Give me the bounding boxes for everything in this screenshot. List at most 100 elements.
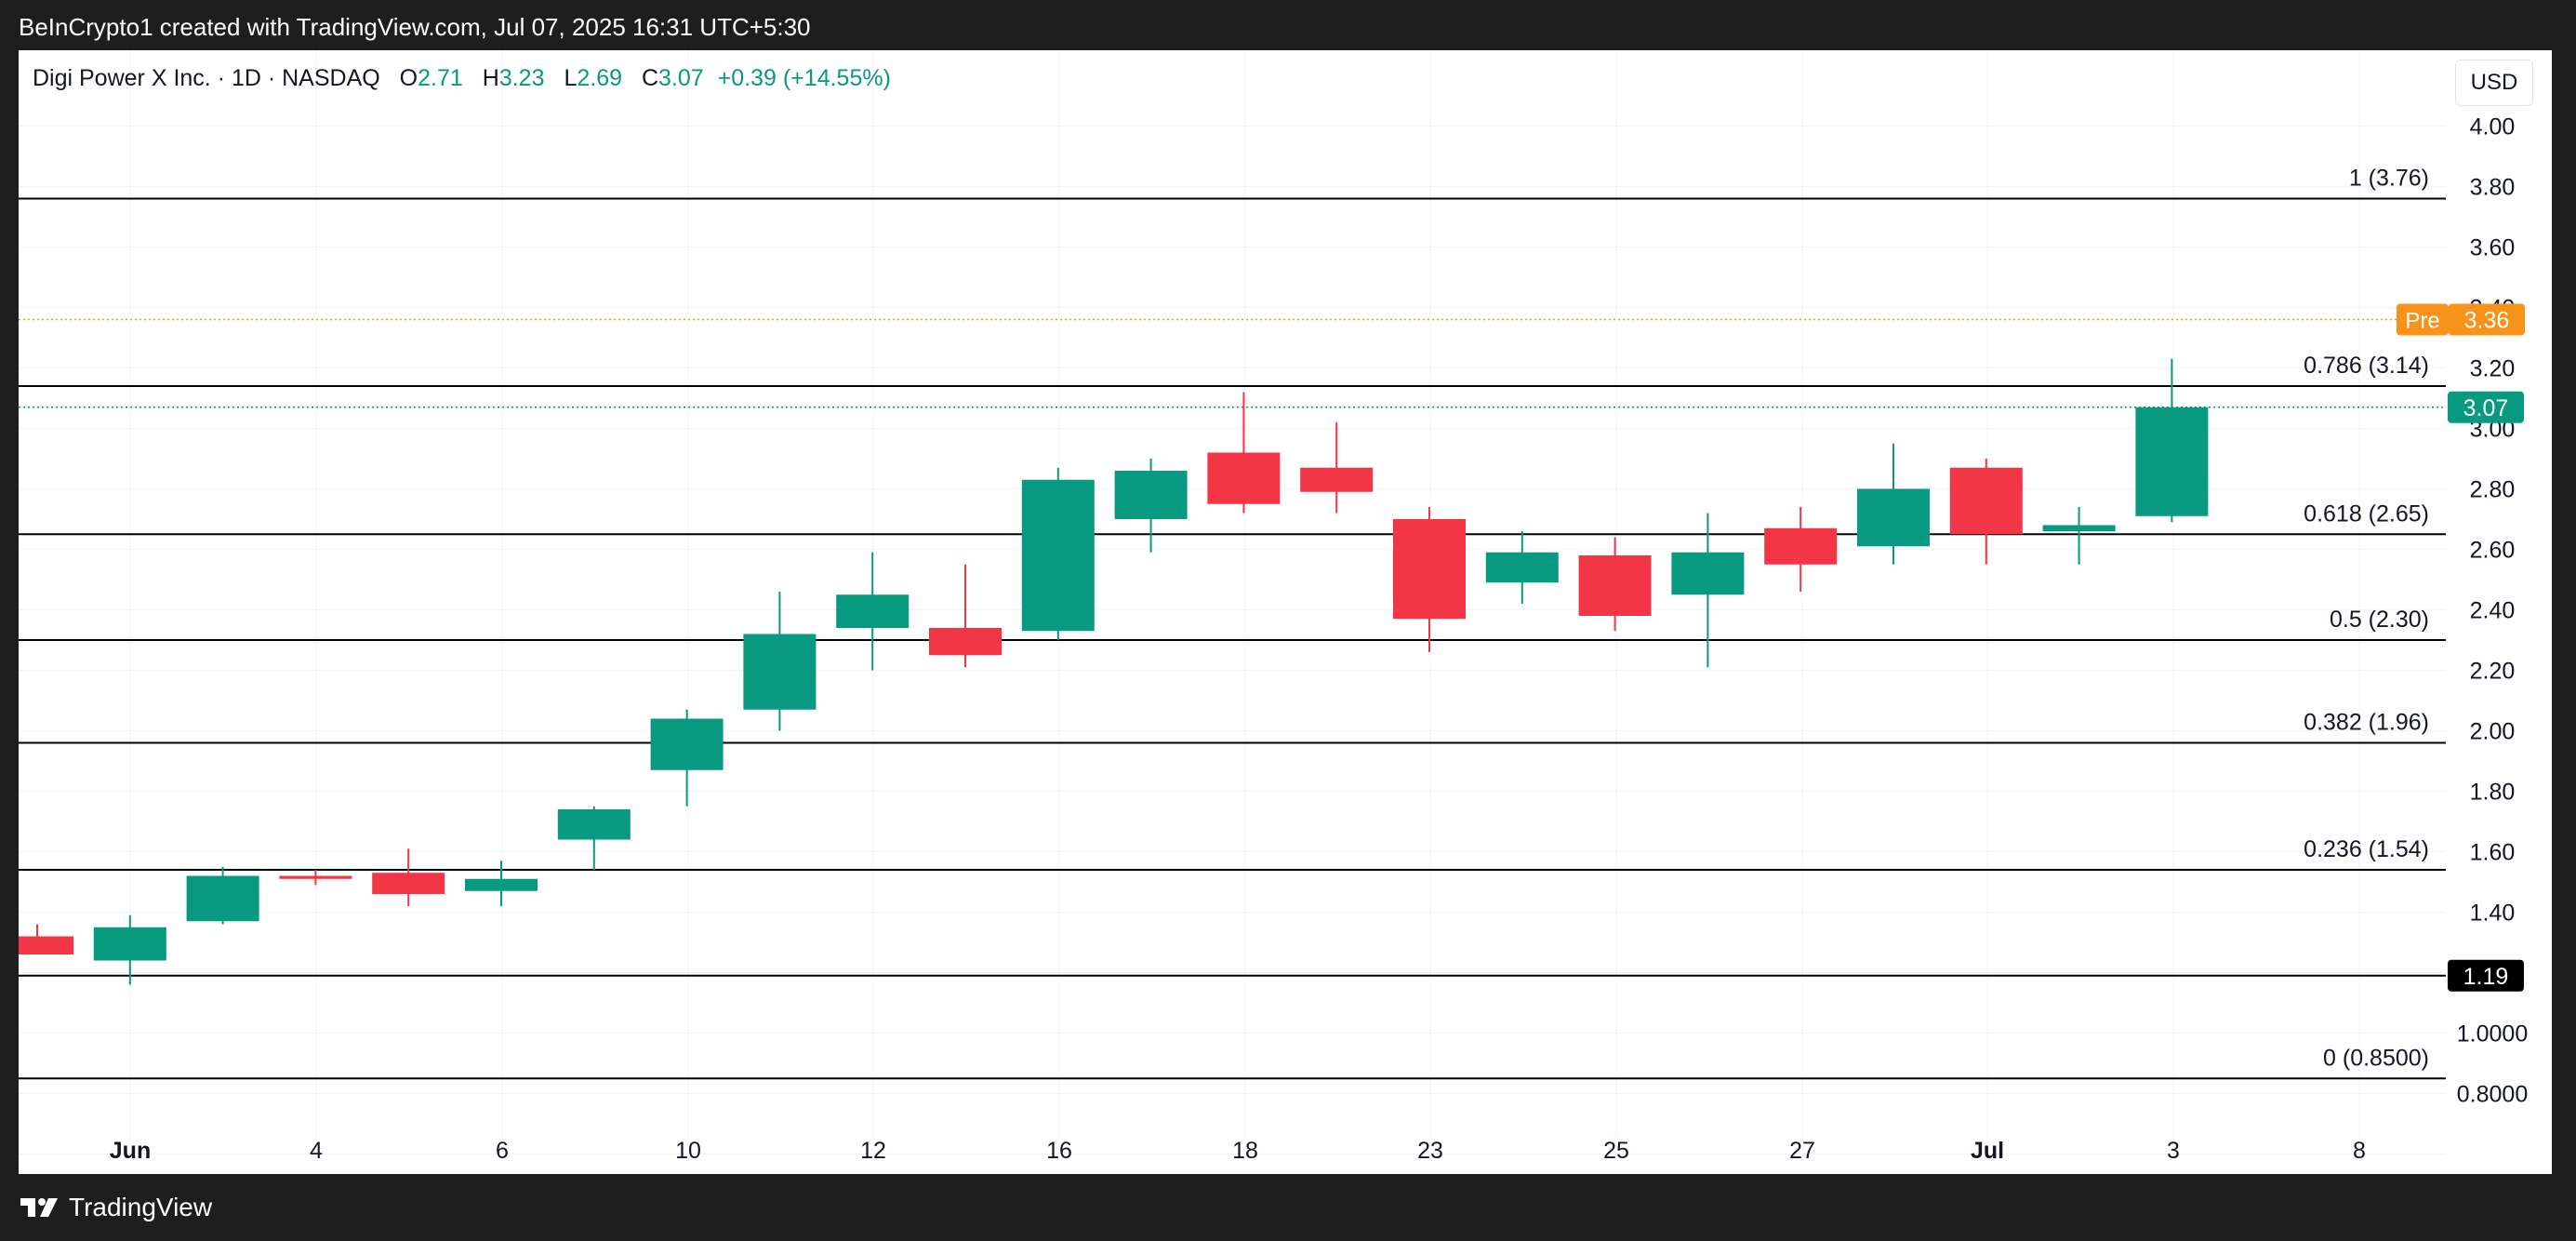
price-axis-label: 1.60 <box>2470 840 2516 866</box>
candle-body <box>2042 525 2116 531</box>
candle-body <box>2135 407 2209 516</box>
candle-body <box>1949 467 2023 535</box>
support-price-label: 1.19 <box>2463 964 2509 990</box>
time-axis-label: 25 <box>1603 1138 1629 1164</box>
fib-level-label: 0.5 (2.30) <box>2330 607 2429 633</box>
time-axis-label: 10 <box>675 1138 701 1164</box>
candlestick-chart[interactable]: 4.003.803.603.403.203.002.802.602.402.20… <box>19 50 2552 1174</box>
candle <box>2135 358 2209 523</box>
candle <box>836 552 910 671</box>
candle-body <box>1207 452 1281 504</box>
candle <box>19 924 73 954</box>
time-axis-label: 8 <box>2353 1138 2366 1164</box>
top-bar: BeInCrypto1 created with TradingView.com… <box>0 0 2576 50</box>
time-axis-label: 18 <box>1232 1138 1258 1164</box>
candle <box>1578 537 1652 632</box>
price-axis-label: 3.80 <box>2470 175 2516 201</box>
price-axis-label: 0.8000 <box>2457 1082 2528 1108</box>
price-axis-label: 2.60 <box>2470 538 2516 564</box>
price-axis-label: 2.80 <box>2470 477 2516 503</box>
candle <box>650 709 724 807</box>
candle <box>557 806 631 870</box>
open-label: O <box>399 65 418 91</box>
candle-body <box>743 634 817 710</box>
candle-body <box>836 594 910 628</box>
time-axis-label: 16 <box>1046 1138 1072 1164</box>
chart-panel[interactable]: 4.003.803.603.403.203.002.802.602.402.20… <box>19 50 2552 1174</box>
last-price-label: 3.07 <box>2463 395 2509 421</box>
candle-body <box>650 718 724 770</box>
candle-body <box>1764 527 1838 565</box>
candle-body <box>1393 519 1466 620</box>
candle <box>1021 467 1095 640</box>
premarket-tag <box>2397 303 2449 336</box>
candle-body <box>465 878 538 891</box>
high-label: H <box>482 65 499 91</box>
candle <box>1857 443 1930 565</box>
time-axis-label: 3 <box>2167 1138 2180 1164</box>
fib-level-label: 0.618 (2.65) <box>2304 500 2429 527</box>
candle <box>279 870 352 886</box>
premarket-price-badge <box>2449 303 2525 336</box>
price-axis-label: 3.20 <box>2470 356 2516 382</box>
low-value: 2.69 <box>577 65 623 91</box>
fib-level-label: 1 (3.76) <box>2349 166 2429 192</box>
time-axis-label: Jul <box>1971 1138 2004 1164</box>
premarket-price-label: 3.36 <box>2464 308 2510 334</box>
fib-level-label: 0 (0.8500) <box>2323 1045 2429 1071</box>
price-axis-label: 3.60 <box>2470 235 2516 261</box>
premarket-tag-label: Pre <box>2405 309 2439 334</box>
time-axis-label: 12 <box>860 1138 886 1164</box>
brand-name: TradingView <box>69 1193 213 1221</box>
time-axis-label: 27 <box>1789 1138 1815 1164</box>
fib-level-label: 0.382 (1.96) <box>2304 710 2429 736</box>
candle-body <box>93 927 166 961</box>
price-axis-label: 1.40 <box>2470 901 2516 927</box>
fib-level-label: 0.236 (1.54) <box>2304 836 2429 862</box>
symbol-legend: Digi Power X Inc. · 1D · NASDAQ O2.71 H3… <box>33 65 891 92</box>
price-axis-label: 1.80 <box>2470 780 2516 806</box>
candle <box>93 914 166 985</box>
time-axis-label: 6 <box>496 1138 509 1164</box>
bottom-bar: TradingView <box>0 1174 2576 1241</box>
candle-body <box>186 875 259 922</box>
candle <box>1949 459 2023 565</box>
candle-body <box>1300 467 1374 492</box>
candle <box>186 866 259 925</box>
price-axis-label: 2.00 <box>2470 719 2516 745</box>
candle <box>1114 459 1188 553</box>
currency-button[interactable]: USD <box>2455 60 2533 106</box>
candle <box>372 848 445 906</box>
candle <box>1671 513 1745 668</box>
change-value: +0.39 (+14.55%) <box>717 65 891 91</box>
candle-body <box>19 936 73 954</box>
symbol-title[interactable]: Digi Power X Inc. · 1D · NASDAQ <box>33 65 380 91</box>
close-value: 3.07 <box>658 65 704 91</box>
candle-body <box>1671 552 1745 595</box>
price-axis-label: 1.0000 <box>2457 1021 2528 1048</box>
candle <box>1300 422 1374 514</box>
candle <box>1485 531 1559 604</box>
candle-body <box>1114 471 1188 519</box>
tradingview-brand[interactable]: TradingView <box>20 1193 212 1222</box>
last-price-badge <box>2448 391 2524 423</box>
high-value: 3.23 <box>498 65 545 91</box>
candle <box>1393 507 1466 652</box>
price-axis-label: 4.00 <box>2470 114 2516 140</box>
fib-level-label: 0.786 (3.14) <box>2304 353 2429 379</box>
chart-credit: BeInCrypto1 created with TradingView.com… <box>19 13 811 41</box>
candle <box>1207 392 1281 514</box>
tradingview-logo-icon <box>20 1198 58 1217</box>
candle <box>1764 507 1838 592</box>
candle-body <box>929 628 1002 656</box>
time-axis-label: 23 <box>1417 1138 1443 1164</box>
candle-body <box>279 875 352 879</box>
price-axis-label: 2.20 <box>2470 659 2516 685</box>
candle <box>743 592 817 731</box>
price-axis-label: 2.40 <box>2470 598 2516 624</box>
candle-body <box>1485 552 1559 583</box>
candle <box>929 564 1002 668</box>
candle <box>465 861 538 906</box>
candle-body <box>557 809 631 840</box>
close-label: C <box>641 65 659 91</box>
